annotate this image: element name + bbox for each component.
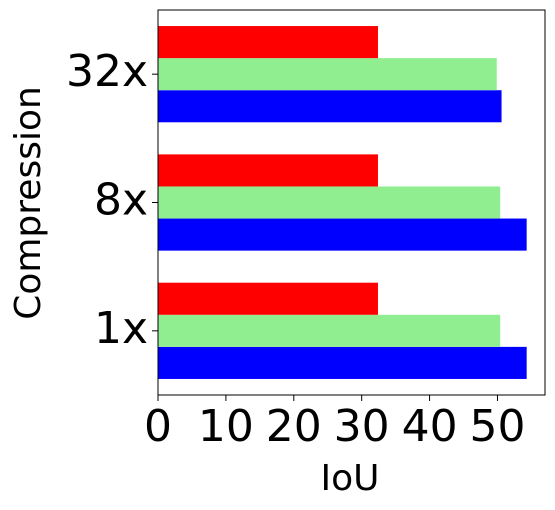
- x-axis-label: IoU: [321, 458, 380, 499]
- y-tick-label: 8x: [94, 175, 148, 226]
- x-tick-label: 10: [198, 401, 254, 452]
- bar: [158, 26, 378, 59]
- y-tick-label: 1x: [94, 303, 148, 354]
- bar: [158, 58, 497, 91]
- bar: [158, 314, 501, 347]
- bar: [158, 218, 527, 251]
- bar: [158, 154, 378, 187]
- bar: [158, 346, 527, 379]
- y-axis-label: Compression: [8, 86, 49, 320]
- bar: [158, 282, 378, 315]
- x-tick-label: 0: [144, 401, 172, 452]
- x-tick-label: 30: [334, 401, 390, 452]
- x-tick-label: 40: [402, 401, 458, 452]
- y-tick-label: 32x: [66, 46, 148, 97]
- plot-frame: [157, 9, 546, 396]
- bar: [158, 90, 502, 123]
- x-tick-label: 20: [266, 401, 322, 452]
- bar: [158, 186, 501, 219]
- x-tick-label: 50: [469, 401, 525, 452]
